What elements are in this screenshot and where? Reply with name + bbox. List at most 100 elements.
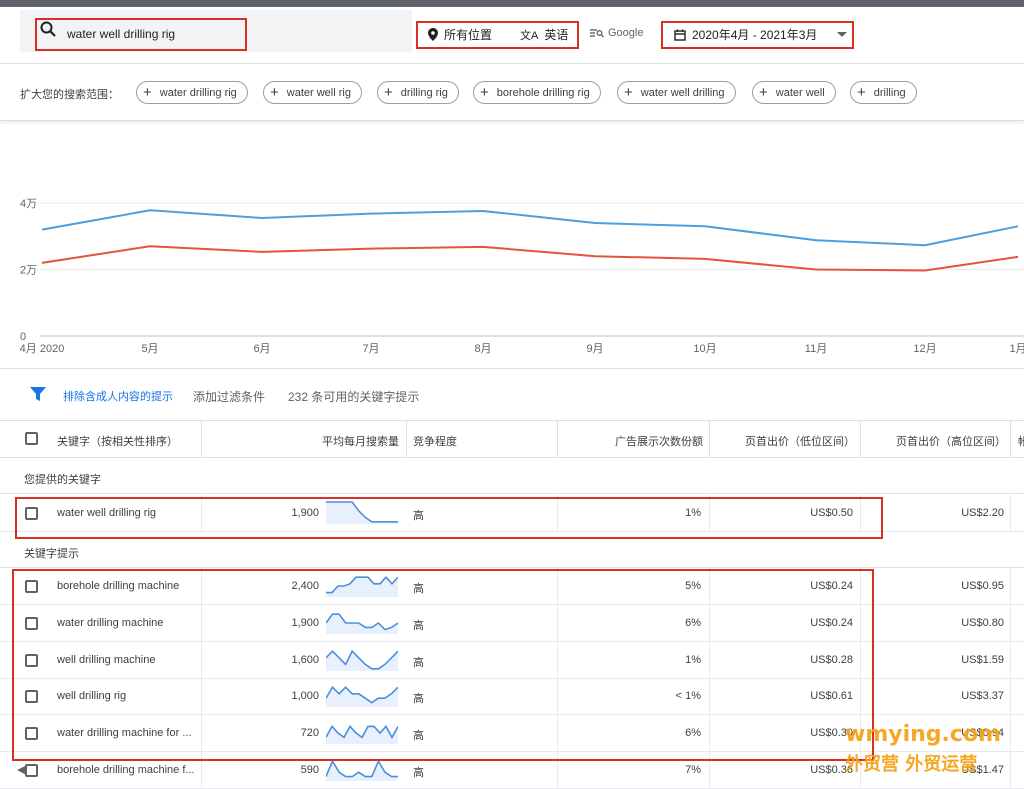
- cell-divider: [201, 715, 202, 753]
- scroll-left-icon[interactable]: ◀: [17, 764, 26, 776]
- keyword-count: 232 条可用的关键字提示: [288, 390, 420, 404]
- expand-chip[interactable]: + water well: [752, 81, 836, 104]
- cell-divider: [1010, 641, 1011, 679]
- cell-divider: [201, 568, 202, 605]
- location-selector[interactable]: 所有位置: [428, 26, 492, 43]
- competition-cell: 高: [413, 510, 424, 522]
- chevron-down-icon: [837, 32, 848, 37]
- column-divider: [1010, 421, 1011, 457]
- expand-chip[interactable]: + drilling: [850, 81, 917, 104]
- highlight-box-search: [35, 18, 247, 51]
- row-checkbox[interactable]: [25, 653, 38, 667]
- chart-svg: 0 2万 4万 4月 2020 5月 6月 7月 8月 9月 10月 11月 12月 1月: [20, 198, 1024, 355]
- search-input[interactable]: water well drilling rig: [67, 27, 176, 41]
- select-all-checkbox[interactable]: [25, 432, 38, 445]
- sparkline-line: [326, 576, 399, 594]
- search-box[interactable]: [20, 10, 412, 52]
- col-avg-searches[interactable]: 平均每月搜索量: [322, 436, 399, 448]
- column-divider: [709, 421, 710, 457]
- keyword-cell: well drilling rig: [57, 690, 127, 703]
- table-row[interactable]: water drilling machine 1,900 高 6% US$0.24 US$…: [0, 604, 1024, 642]
- cell-divider: [201, 752, 202, 789]
- keyword-cell: well drilling machine: [57, 653, 156, 666]
- col-more[interactable]: 帐: [1018, 436, 1024, 448]
- table-row[interactable]: water drilling machine for ... 720 高 6% US$0…: [0, 715, 1024, 753]
- watermark-domain: wmying.com: [845, 722, 1001, 747]
- translate-icon: 文A: [520, 29, 539, 42]
- bid-high-cell: US$0.95: [961, 580, 1004, 592]
- table-row[interactable]: water well drilling rig 1,900 高 1% US$0.50 US…: [0, 495, 1024, 532]
- trend-sparkline: [326, 576, 399, 597]
- expand-chip[interactable]: + borehole drilling rig: [473, 81, 601, 104]
- cell-divider: [557, 752, 558, 789]
- highlight-box-date: [661, 21, 854, 49]
- search-network-icon: [590, 29, 604, 38]
- x-tick-label: 6月: [253, 343, 270, 355]
- network-label: Google: [608, 27, 644, 39]
- cell-divider: [557, 678, 558, 716]
- row-checkbox[interactable]: [25, 764, 38, 777]
- row-checkbox[interactable]: [25, 507, 38, 520]
- bid-low-cell: US$0.30: [810, 727, 853, 740]
- expand-chip[interactable]: + water well rig: [263, 81, 362, 104]
- column-divider: [406, 421, 407, 457]
- language-label: 英语: [544, 28, 569, 42]
- plus-icon: +: [480, 84, 489, 101]
- cell-divider: [1010, 495, 1011, 532]
- expand-chip[interactable]: + water well drilling: [617, 81, 736, 104]
- cell-divider: [201, 678, 202, 716]
- date-range-selector[interactable]: 2020年4月 - 2021年3月: [674, 26, 848, 43]
- table-header: [0, 420, 1024, 458]
- filter-icon[interactable]: [30, 387, 46, 401]
- expand-chip[interactable]: + water drilling rig: [136, 81, 248, 104]
- cell-divider: [201, 604, 202, 642]
- bid-low-cell: US$0.50: [810, 507, 853, 519]
- col-competition[interactable]: 竞争程度: [413, 436, 457, 448]
- keyword-cell: borehole drilling machine: [57, 580, 180, 592]
- cell-divider: [860, 641, 861, 679]
- cell-divider: [557, 604, 558, 642]
- table-row[interactable]: well drilling machine 1,600 高 1% US$0.28 US$1…: [0, 641, 1024, 679]
- network-selector[interactable]: Google: [590, 27, 643, 39]
- highlight-box-provided-row: [15, 497, 883, 539]
- col-bid-low[interactable]: 页首出价（低位区间）: [745, 436, 855, 448]
- chip-label: borehole drilling rig: [496, 86, 590, 99]
- col-keyword[interactable]: 关键字（按相关性排序）: [57, 436, 178, 448]
- row-checkbox[interactable]: [25, 690, 38, 704]
- exclude-adult-filter[interactable]: 排除含成人内容的提示: [63, 391, 173, 403]
- trend-sparkline: [325, 725, 399, 745]
- sparkline-line: [325, 725, 399, 740]
- chip-label: drilling: [873, 86, 906, 99]
- add-filter-button[interactable]: 添加过滤条件: [193, 390, 266, 404]
- section-provided: [0, 458, 1024, 494]
- competition-cell: 高: [413, 767, 424, 779]
- calendar-icon: [674, 29, 686, 41]
- searches-cell: 1,900: [291, 616, 319, 629]
- col-bid-high[interactable]: 页首出价（高位区间）: [896, 436, 1006, 448]
- bid-high-cell: US$2.20: [961, 507, 1004, 519]
- series-line-0: [41, 209, 1019, 247]
- y-tick-label: 4万: [20, 198, 37, 210]
- language-selector[interactable]: 文A 英语: [520, 26, 568, 43]
- table-row[interactable]: borehole drilling machine 2,400 高 5% US$0.24…: [0, 568, 1024, 605]
- cell-divider: [709, 495, 710, 532]
- col-impression-share[interactable]: 广告展示次数份额: [615, 436, 703, 448]
- cell-divider: [1010, 752, 1011, 789]
- chip-label: drilling rig: [400, 86, 448, 99]
- cell-divider: [860, 678, 861, 716]
- share-cell: 1%: [685, 653, 701, 666]
- row-checkbox[interactable]: [25, 616, 38, 630]
- plus-icon: +: [384, 84, 393, 101]
- y-tick-label: 0: [20, 331, 26, 343]
- searches-cell: 2,400: [291, 580, 319, 592]
- table-row[interactable]: well drilling rig 1,000 高 < 1% US$0.61 US$3.3…: [0, 678, 1024, 716]
- x-tick-label: 8月: [474, 343, 491, 355]
- searches-cell: 720: [300, 727, 319, 740]
- row-checkbox[interactable]: [25, 580, 38, 593]
- location-label: 所有位置: [444, 28, 493, 42]
- expand-chip[interactable]: + drilling rig: [377, 81, 459, 104]
- bid-low-cell: US$0.24: [810, 580, 853, 592]
- keyword-cell: borehole drilling machine f...: [57, 764, 195, 776]
- row-checkbox[interactable]: [25, 727, 38, 741]
- plus-icon: +: [759, 84, 768, 101]
